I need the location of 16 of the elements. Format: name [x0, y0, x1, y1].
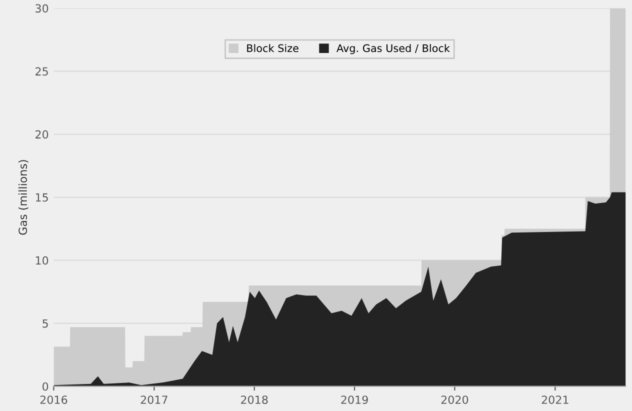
x-tick-label: 2020: [441, 396, 468, 404]
y-tick-label: 20: [36, 130, 48, 139]
y-tick-label: 30: [36, 4, 48, 13]
legend-label: Block Size: [247, 44, 298, 52]
x-tick-label: 2018: [241, 396, 268, 404]
x-tick-label: 2021: [542, 396, 568, 404]
legend-label: Avg. Gas Used / Block: [336, 44, 450, 54]
y-tick-label: 0: [42, 382, 48, 391]
x-tick-label: 2017: [140, 396, 168, 404]
y-tick-label: 5: [42, 319, 48, 328]
y-tick-label: 10: [36, 256, 48, 265]
x-tick-label: 2016: [40, 396, 68, 404]
x-tick-label: 2019: [341, 396, 368, 404]
y-tick-label: 25: [36, 67, 48, 76]
y-axis-title: Gas (millions): [18, 160, 28, 235]
y-tick-label: 15: [36, 193, 48, 202]
